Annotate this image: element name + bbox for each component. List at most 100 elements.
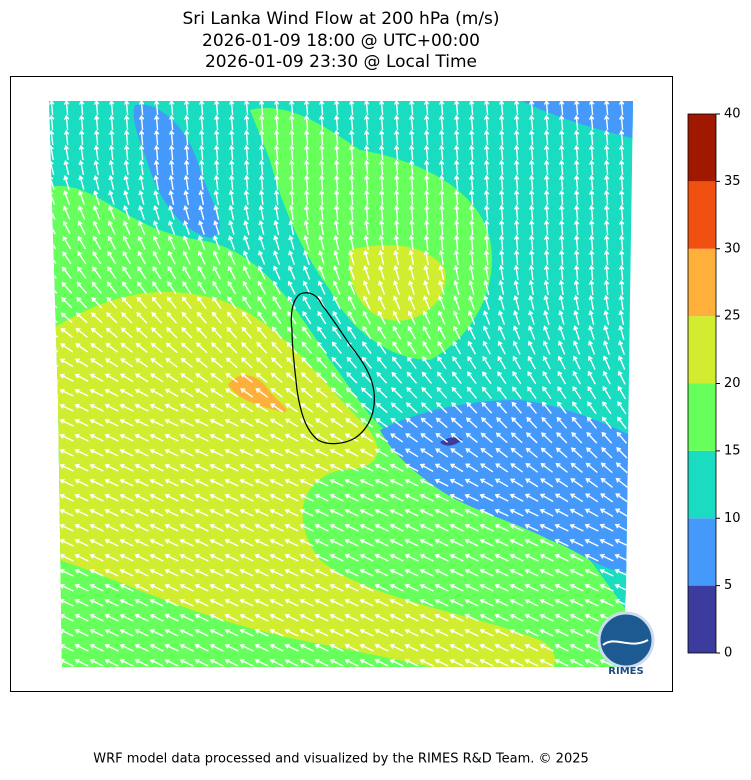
wind-arrow: [466, 401, 478, 414]
wind-arrow: [524, 568, 539, 577]
wind-arrow: [239, 493, 254, 502]
wind-arrow: [479, 568, 494, 577]
wind-arrow: [464, 658, 479, 667]
wind-arrow: [374, 553, 389, 562]
wind-arrow: [49, 343, 59, 353]
wind-arrow: [198, 144, 205, 161]
wind-arrow: [239, 418, 254, 427]
wind-arrow: [198, 189, 205, 206]
wind-arrow: [104, 388, 119, 397]
wind-arrow: [483, 204, 490, 221]
wind-arrow: [135, 358, 149, 368]
wind-arrow: [377, 325, 387, 340]
wind-arrow: [284, 658, 299, 667]
wind-arrow: [513, 144, 520, 161]
wind-arrow: [104, 373, 119, 383]
wind-arrow: [543, 325, 551, 340]
wind-arrow: [288, 114, 295, 131]
wind-arrow: [119, 523, 134, 532]
wind-arrow: [363, 265, 370, 280]
wind-arrow: [392, 341, 402, 355]
wind-arrow: [438, 144, 445, 161]
wind-arrow: [149, 613, 164, 622]
wind-arrow: [557, 355, 566, 370]
wind-arrow: [209, 463, 224, 472]
wind-arrow: [390, 417, 403, 428]
wind-arrow: [314, 433, 329, 443]
wind-arrow: [348, 204, 355, 221]
wind-arrow: [59, 538, 74, 547]
wind-arrow: [375, 418, 389, 428]
wind-arrow: [49, 358, 59, 368]
wind-arrow: [119, 388, 134, 397]
wind-arrow: [555, 462, 568, 473]
wind-arrow: [269, 553, 284, 562]
wind-arrow: [333, 250, 340, 265]
wind-arrow: [543, 174, 550, 191]
wind-arrow: [243, 101, 250, 116]
wind-arrow: [134, 373, 149, 383]
wind-arrow: [138, 205, 145, 220]
wind-arrow: [558, 129, 565, 146]
wind-arrow: [511, 401, 523, 414]
wind-arrow: [59, 433, 74, 442]
wind-arrow: [588, 101, 595, 116]
wind-arrow: [284, 553, 299, 562]
wind-arrow: [374, 448, 389, 458]
wind-arrow: [438, 174, 445, 191]
wind-arrow: [587, 370, 596, 385]
wind-arrow: [359, 448, 374, 457]
wind-arrow: [288, 235, 295, 250]
wind-arrow: [465, 448, 479, 458]
wind-arrow: [464, 643, 479, 652]
wind-arrow: [120, 358, 134, 368]
wind-arrow: [348, 189, 355, 206]
wind-arrow: [318, 250, 325, 265]
wind-arrow: [74, 463, 89, 472]
wind-arrow: [273, 101, 280, 116]
wind-arrow: [137, 250, 147, 265]
wind-arrow: [119, 658, 134, 667]
wind-arrow: [318, 219, 324, 236]
wind-arrow: [614, 538, 629, 547]
wind-arrow: [570, 447, 583, 459]
wind-arrow: [269, 568, 284, 577]
wind-arrow: [301, 341, 313, 354]
wind-arrow: [209, 628, 224, 637]
wind-arrow: [449, 613, 464, 622]
colorbar-tick-label: 10: [724, 511, 741, 526]
wind-arrow: [509, 613, 524, 622]
wind-arrow: [74, 448, 89, 457]
wind-arrow: [153, 101, 160, 116]
wind-arrow: [254, 508, 269, 517]
colorbar-bin: [688, 585, 716, 653]
wind-arrow: [348, 234, 355, 250]
wind-arrow: [359, 643, 374, 652]
wind-arrow: [374, 598, 389, 607]
wind-arrow: [138, 189, 145, 205]
wind-arrow: [393, 249, 400, 265]
wind-arrow: [243, 114, 250, 131]
wind-arrow: [136, 296, 148, 309]
wind-arrow: [257, 250, 266, 265]
wind-arrow: [495, 463, 509, 473]
wind-arrow: [494, 598, 509, 607]
wind-arrow: [479, 493, 494, 502]
wind-arrow: [572, 386, 582, 400]
wind-arrow: [359, 613, 374, 622]
wind-arrow: [302, 295, 312, 310]
wind-arrow: [378, 144, 385, 161]
wind-arrow: [333, 144, 340, 161]
wind-arrow: [180, 373, 194, 383]
wind-arrow: [468, 174, 475, 191]
wind-arrow: [120, 342, 133, 353]
wind-arrow: [391, 356, 402, 369]
wind-arrow: [123, 174, 130, 190]
wind-arrow: [391, 371, 403, 384]
wind-arrow: [74, 658, 89, 667]
wind-arrow: [389, 643, 404, 652]
wind-arrow: [108, 174, 115, 190]
wind-arrow: [134, 388, 149, 397]
wind-arrow: [423, 204, 430, 221]
wind-arrow: [419, 658, 434, 667]
